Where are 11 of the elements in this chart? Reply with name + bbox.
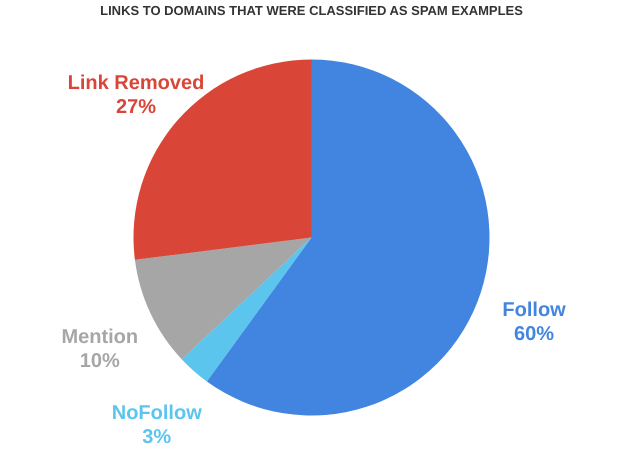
data-label: 27% — [116, 96, 156, 118]
pie-slice — [206, 60, 490, 416]
slice-label: Link Removed — [68, 72, 204, 94]
slice-label: Follow — [502, 298, 566, 321]
slice-label: NoFollow — [112, 402, 202, 424]
chart-title: LINKS TO DOMAINS THAT WERE CLASSIFIED AS SPAM EXAMPLES — [100, 3, 524, 18]
data-label: 60% — [514, 322, 554, 345]
slice-label: Mention — [61, 326, 138, 348]
pie-slice — [182, 238, 312, 382]
data-label: 3% — [142, 426, 172, 448]
data-label: 10% — [80, 350, 120, 372]
